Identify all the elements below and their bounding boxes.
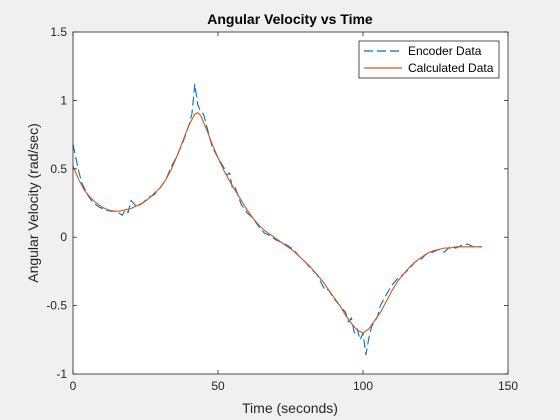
- x-tick-label: 100: [353, 379, 373, 393]
- x-axis-label: Time (seconds): [242, 400, 338, 416]
- x-tick-label: 50: [211, 379, 225, 393]
- series-layer: [72, 83, 482, 356]
- y-tick-label: 0: [60, 230, 67, 244]
- y-tick-label: 1: [60, 93, 67, 107]
- y-tick-label: 1.5: [50, 25, 67, 39]
- legend-label-calculated-data: Calculated Data: [408, 61, 494, 75]
- x-tick-label: 0: [70, 379, 77, 393]
- legend-box: [358, 40, 500, 79]
- y-tick-label: -1: [56, 367, 67, 381]
- chart-title: Angular Velocity vs Time: [207, 11, 373, 27]
- legend: Encoder Data Calculated Data: [358, 40, 500, 79]
- x-tick-label: 150: [498, 379, 518, 393]
- axes-layer: [72, 31, 509, 375]
- legend-label-encoder-data: Encoder Data: [408, 44, 482, 58]
- y-tick-label: 0.5: [50, 162, 67, 176]
- ticks-layer: 0 50 100 150 -1 -0.5 0 0.5 1 1.5: [46, 25, 518, 393]
- y-tick-label: -0.5: [46, 299, 67, 313]
- y-axis-label: Angular Velocity (rad/sec): [25, 123, 41, 283]
- axes-box: [72, 31, 509, 375]
- series-line-calculated-data: [72, 112, 482, 334]
- plot-area: [73, 32, 508, 374]
